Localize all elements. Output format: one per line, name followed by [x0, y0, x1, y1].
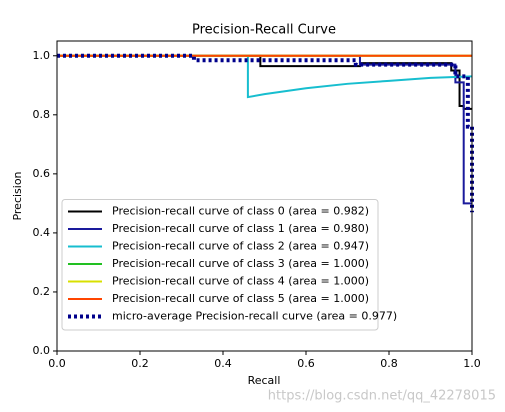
legend-label: Precision-recall curve of class 0 (area …: [112, 205, 369, 218]
y-tick-label: 0.8: [33, 108, 51, 121]
x-tick-label: 0.4: [214, 357, 232, 370]
legend-label: Precision-recall curve of class 1 (area …: [112, 222, 369, 235]
legend-label: Precision-recall curve of class 4 (area …: [112, 275, 369, 288]
x-tick-label: 0.6: [297, 357, 315, 370]
y-tick-label: 0.4: [33, 226, 51, 239]
plot-frame: [56, 40, 473, 352]
x-axis-label: Recall: [248, 374, 281, 387]
legend-box: [61, 199, 379, 331]
y-tick-label: 0.2: [33, 285, 51, 298]
legend-label: Precision-recall curve of class 5 (area …: [112, 292, 369, 305]
x-tick-label: 0.2: [131, 357, 149, 370]
y-tick-label: 0.0: [33, 344, 51, 357]
x-tick-label: 1.0: [463, 357, 481, 370]
x-tick-label: 0.8: [380, 357, 398, 370]
watermark: https://blog.csdn.net/qq_42278015: [268, 389, 496, 404]
legend-label: micro-average Precision-recall curve (ar…: [112, 310, 397, 323]
series-line: [57, 54, 473, 99]
x-tick-label: 0.0: [48, 357, 66, 370]
y-axis-label: Precision: [11, 171, 24, 220]
series-line: [57, 53, 474, 213]
legend-label: Precision-recall curve of class 3 (area …: [112, 257, 369, 270]
legend-label: Precision-recall curve of class 2 (area …: [112, 240, 369, 253]
chart-title: Precision-Recall Curve: [192, 23, 336, 38]
series-line: [57, 54, 472, 205]
y-tick-label: 0.6: [33, 167, 51, 180]
y-tick-label: 1.0: [33, 49, 51, 62]
